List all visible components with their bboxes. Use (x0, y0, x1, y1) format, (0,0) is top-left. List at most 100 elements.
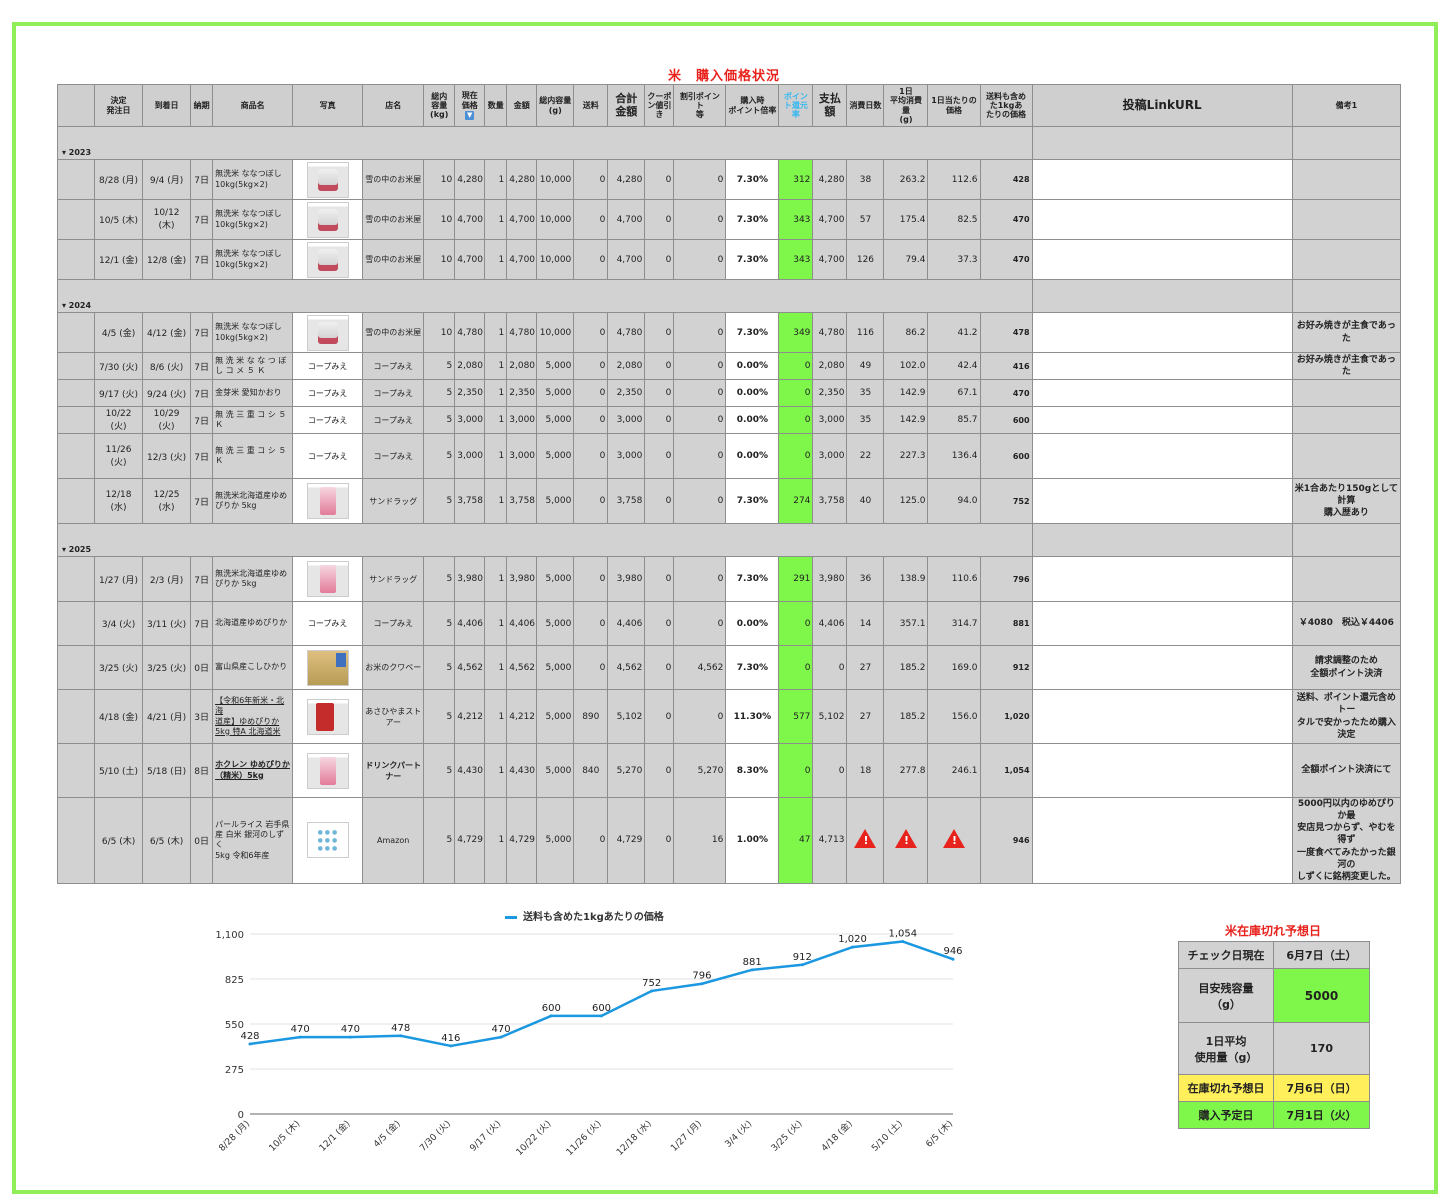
col-shipping[interactable]: 送料 (573, 84, 609, 127)
per-kg-cell[interactable]: 912 (979, 645, 1033, 690)
price-cell[interactable]: 2,350 (454, 379, 486, 407)
col-order-date[interactable]: 決定 発注日 (94, 84, 144, 127)
point-return-cell[interactable]: 0 (778, 406, 814, 434)
notes-cell[interactable] (1291, 379, 1402, 407)
store-cell[interactable]: 雪の中のお米屋 (362, 239, 425, 280)
col-per-day[interactable]: 1日当たりの 価格 (927, 84, 981, 127)
amount-cell[interactable]: 4,212 (506, 689, 538, 744)
discount-point-cell[interactable]: 0 (673, 239, 727, 280)
point-return-cell[interactable]: 0 (778, 743, 814, 798)
photo-cell[interactable] (292, 159, 364, 200)
total-g-cell[interactable]: 5,000 (536, 556, 575, 602)
coupon-cell[interactable]: 0 (644, 689, 675, 744)
order-date-cell[interactable]: 9/17 (火) (94, 379, 144, 407)
per-day-cell[interactable]: 169.0 (927, 645, 981, 690)
days-cell[interactable]: 49 (846, 352, 885, 380)
col-days[interactable]: 消費日数 (846, 84, 885, 127)
per-kg-cell[interactable]: 428 (979, 159, 1033, 200)
amount-cell[interactable]: 4,700 (506, 239, 538, 280)
coupon-cell[interactable]: 0 (644, 478, 675, 524)
daily-avg-cell[interactable]: 142.9 (883, 379, 929, 407)
col-capacity[interactable]: 総内 容量 (kg) (423, 84, 456, 127)
paid-cell[interactable]: 4,406 (812, 601, 848, 646)
price-cell[interactable]: 4,430 (454, 743, 486, 798)
shipping-cell[interactable]: 0 (573, 239, 609, 280)
rate-cell[interactable]: 7.30% (725, 159, 780, 200)
sum-cell[interactable]: 4,700 (607, 199, 646, 240)
sum-cell[interactable]: 4,280 (607, 159, 646, 200)
paid-cell[interactable]: 2,080 (812, 352, 848, 380)
product-cell[interactable]: 無 洗 米 な な つ ぼ し コ メ ５ Ｋ (212, 352, 294, 380)
sort-down-icon[interactable]: ▼ (465, 110, 475, 120)
order-date-cell[interactable]: 11/26 (火) (94, 433, 144, 479)
price-cell[interactable]: 3,758 (454, 478, 486, 524)
lead-cell[interactable]: 8日 (190, 743, 214, 798)
arrival-date-cell[interactable]: 3/25 (火) (142, 645, 192, 690)
total-g-cell[interactable]: 5,000 (536, 352, 575, 380)
order-date-cell[interactable]: 10/5 (木) (94, 199, 144, 240)
price-cell[interactable]: 3,000 (454, 433, 486, 479)
shipping-cell[interactable]: 0 (573, 406, 609, 434)
col-rate[interactable]: 購入時 ポイント倍率 (725, 84, 780, 127)
product-cell[interactable]: 無洗米 ななつぼし 10kg(5kg×2) (212, 199, 294, 240)
point-return-cell[interactable]: 343 (778, 199, 814, 240)
lead-cell[interactable]: 7日 (190, 352, 214, 380)
amount-cell[interactable]: 3,758 (506, 478, 538, 524)
per-day-cell[interactable]: 94.0 (927, 478, 981, 524)
per-day-cell[interactable]: 67.1 (927, 379, 981, 407)
rate-cell[interactable]: 7.30% (725, 312, 780, 353)
point-return-cell[interactable]: 0 (778, 645, 814, 690)
discount-point-cell[interactable]: 0 (673, 159, 727, 200)
shipping-cell[interactable]: 0 (573, 379, 609, 407)
capacity-cell[interactable]: 10 (423, 199, 456, 240)
product-cell[interactable]: 無洗米 ななつぼし 10kg(5kg×2) (212, 312, 294, 353)
photo-cell[interactable]: コープみえ (292, 433, 364, 479)
days-cell[interactable]: 116 (846, 312, 885, 353)
days-cell[interactable]: 36 (846, 556, 885, 602)
amount-cell[interactable]: 4,780 (506, 312, 538, 353)
order-date-cell[interactable]: 3/4 (火) (94, 601, 144, 646)
capacity-cell[interactable]: 5 (423, 601, 456, 646)
product-cell[interactable]: 北海道産ゆめぴりか (212, 601, 294, 646)
days-cell[interactable]: 27 (846, 645, 885, 690)
year-group-label[interactable]: ▾ 2024 (57, 279, 1033, 313)
stock-value[interactable]: 7月1日（火） (1273, 1101, 1370, 1129)
product-cell[interactable]: 【令和6年新米・北海 道産】ゆめぴりか 5kg 特A 北海道米 (212, 689, 294, 744)
qty-cell[interactable]: 1 (484, 556, 508, 602)
total-g-cell[interactable]: 5,000 (536, 797, 575, 884)
rate-cell[interactable]: 0.00% (725, 601, 780, 646)
paid-cell[interactable]: 0 (812, 743, 848, 798)
photo-cell[interactable] (292, 689, 364, 744)
capacity-cell[interactable]: 10 (423, 159, 456, 200)
notes-cell[interactable]: お好み焼きが主食であった (1291, 352, 1402, 380)
stock-value[interactable]: 170 (1273, 1022, 1370, 1075)
arrival-date-cell[interactable]: 4/12 (金) (142, 312, 192, 353)
store-cell[interactable]: あさひやまスト アー (362, 689, 425, 744)
store-cell[interactable]: Amazon (362, 797, 425, 884)
sum-cell[interactable]: 4,406 (607, 601, 646, 646)
col-discount-point[interactable]: 割引ポイント 等 (673, 84, 727, 127)
total-g-cell[interactable]: 5,000 (536, 601, 575, 646)
photo-cell[interactable] (292, 239, 364, 280)
photo-cell[interactable] (292, 478, 364, 524)
link-cell[interactable] (1031, 556, 1293, 602)
discount-point-cell[interactable]: 0 (673, 406, 727, 434)
days-cell[interactable]: 14 (846, 601, 885, 646)
amount-cell[interactable]: 4,430 (506, 743, 538, 798)
qty-cell[interactable]: 1 (484, 433, 508, 479)
paid-cell[interactable]: 4,280 (812, 159, 848, 200)
lead-cell[interactable]: 3日 (190, 689, 214, 744)
notes-cell[interactable]: 全額ポイント決済にて (1291, 743, 1402, 798)
store-cell[interactable]: サンドラッグ (362, 478, 425, 524)
notes-cell[interactable]: ￥4080 税込￥4406 (1291, 601, 1402, 646)
coupon-cell[interactable]: 0 (644, 645, 675, 690)
price-cell[interactable]: 4,280 (454, 159, 486, 200)
days-cell[interactable]: 18 (846, 743, 885, 798)
point-return-cell[interactable]: 291 (778, 556, 814, 602)
arrival-date-cell[interactable]: 10/12 (木) (142, 199, 192, 240)
qty-cell[interactable]: 1 (484, 645, 508, 690)
capacity-cell[interactable]: 5 (423, 379, 456, 407)
notes-cell[interactable] (1291, 556, 1402, 602)
daily-avg-cell[interactable]: 102.0 (883, 352, 929, 380)
col-link[interactable]: 投稿LinkURL (1031, 84, 1293, 127)
